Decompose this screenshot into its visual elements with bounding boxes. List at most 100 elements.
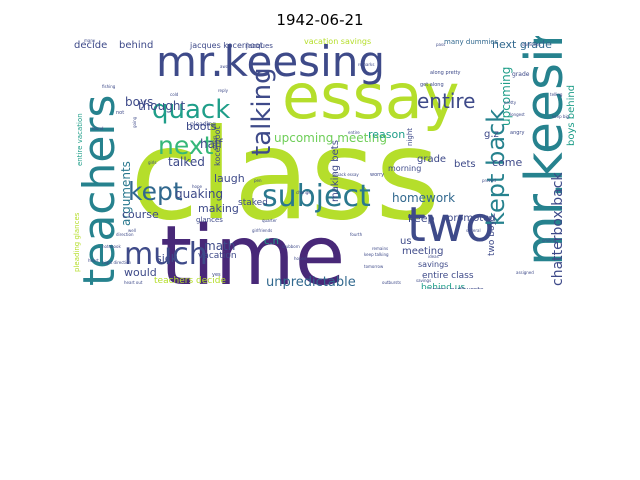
cloud-word-pretty: pretty bbox=[504, 100, 517, 105]
cloud-word-pleading-glances: pleading glances bbox=[73, 212, 81, 272]
cloud-word-chatterbox-back: chatterbox.back bbox=[550, 172, 566, 286]
cloud-word-two-boys: two boys bbox=[487, 215, 497, 256]
cloud-word-going: going bbox=[132, 116, 137, 128]
cloud-word-keep: keep bbox=[408, 212, 435, 225]
cloud-word-even: even bbox=[212, 135, 219, 150]
cloud-word-tomorrow: tomorrow bbox=[364, 264, 384, 269]
cloud-word-pen: pen bbox=[254, 178, 262, 183]
cloud-word-promoted: promoted bbox=[447, 213, 496, 224]
cloud-word-kept: kept bbox=[128, 177, 183, 206]
cloud-word-class: class bbox=[130, 103, 440, 248]
cloud-word-fishing: fishing bbox=[102, 84, 116, 89]
cloud-word-hope: hope bbox=[192, 184, 203, 189]
cloud-word-talking: talking bbox=[247, 67, 277, 156]
cloud-word-boys: boys bbox=[125, 95, 153, 109]
cloud-word-notebook: notebook bbox=[102, 244, 121, 249]
cloud-word-reason: reason bbox=[368, 128, 405, 141]
cloud-word-unpredictable: unpredictable bbox=[266, 275, 356, 289]
cloud-word-time: time bbox=[160, 209, 345, 289]
cloud-word-girlfriends: girlfriends bbox=[252, 228, 272, 233]
cloud-word-making-bets: making bets bbox=[330, 140, 341, 202]
cloud-word-talked: talked bbox=[168, 155, 205, 169]
cloud-word-stubborn: stubborn bbox=[282, 244, 300, 249]
cloud-word-change: change bbox=[296, 190, 311, 195]
cloud-word-course: course bbox=[122, 208, 159, 221]
cloud-word-cold: cold bbox=[170, 92, 179, 97]
cloud-word-quack: quack bbox=[152, 95, 230, 125]
cloud-word-direction: direction bbox=[116, 232, 134, 237]
cloud-word-behind: behind bbox=[119, 40, 153, 51]
cloud-word-morning: morning bbox=[388, 164, 421, 173]
cloud-word-would: would bbox=[124, 266, 157, 279]
cloud-word-remains: remains bbox=[372, 246, 388, 251]
cloud-word-half: half bbox=[200, 137, 223, 151]
cloud-word-assigned: assigned bbox=[516, 270, 534, 275]
cloud-word-kocernoot: kocernoot bbox=[213, 126, 222, 166]
cloud-word-entire: entire bbox=[348, 130, 360, 135]
cloud-word-quarter: quarter bbox=[262, 218, 277, 223]
cloud-word-several: several bbox=[466, 228, 481, 233]
cloud-word-behind-us: behind us bbox=[421, 283, 465, 289]
cloud-word-worry: worry bbox=[370, 172, 384, 178]
cloud-word-vacation: vacation bbox=[198, 251, 237, 261]
cloud-word-savings: savings bbox=[418, 260, 448, 269]
cloud-word-boots: boots bbox=[186, 120, 217, 133]
cloud-word-many-dummies: many dummies bbox=[444, 38, 499, 46]
cloud-word-laugh: laugh bbox=[214, 172, 245, 185]
cloud-word-jacques-kocernoot: jacques kocernoot bbox=[189, 41, 263, 50]
cloud-word-essay: essay bbox=[282, 60, 459, 133]
cloud-word-homework: homework bbox=[392, 191, 455, 205]
cloud-word-longest: longest bbox=[510, 112, 525, 117]
cloud-word-come: come bbox=[492, 156, 522, 169]
cloud-word-grade: grade bbox=[512, 71, 530, 78]
cloud-word-kept-back: kept back bbox=[482, 109, 510, 226]
cloud-word-girls: girls bbox=[148, 160, 157, 165]
cloud-word-upcoming: upcoming bbox=[499, 67, 513, 126]
cloud-word-outbursts: outbursts bbox=[382, 280, 401, 285]
cloud-word-keep-talking: keep talking bbox=[364, 252, 389, 257]
cloud-word-many: many bbox=[84, 38, 96, 43]
cloud-word-ideas: ideas bbox=[428, 254, 439, 259]
cloud-word-thought: thought bbox=[138, 99, 185, 113]
cloud-word-proved: proved bbox=[482, 178, 496, 183]
cloud-word-vacation-savings: vacation savings bbox=[304, 37, 371, 46]
cloud-word-heart: heart bbox=[88, 258, 99, 263]
cloud-word-bets: bets bbox=[454, 159, 476, 170]
cloud-word-us: us bbox=[400, 236, 412, 247]
cloud-word-upcoming-meeting: upcoming meeting bbox=[274, 131, 387, 145]
cloud-word-yes: yes bbox=[212, 272, 221, 278]
cloud-word-next: next bbox=[158, 131, 214, 160]
cloud-word-telling: telling bbox=[550, 92, 563, 97]
cloud-word-pass: pass bbox=[436, 42, 445, 47]
cloud-word-night-direction: night direction bbox=[102, 260, 132, 265]
cloud-word-jacques: jacques bbox=[245, 42, 273, 50]
cloud-word-entire-vacation: entire vacation bbox=[76, 113, 84, 166]
cloud-word-angry-outbursts: angry outbursts bbox=[428, 286, 484, 289]
cloud-word-mr-keesing: mr.keesing bbox=[515, 36, 575, 266]
cloud-word-subject: subject bbox=[262, 179, 371, 214]
cloud-word-mr-keesing: mr.keesing bbox=[156, 37, 385, 86]
cloud-word-keep-big: keep big bbox=[552, 114, 570, 119]
cloud-word-quack-essay: quack essay bbox=[334, 172, 359, 177]
cloud-word-found: found bbox=[92, 126, 104, 131]
cloud-word-pleading: pleading bbox=[190, 121, 216, 128]
cloud-word-meeting: meeting bbox=[402, 246, 443, 257]
cloud-word-decide: decide bbox=[74, 40, 107, 51]
cloud-word-boys-behind: boys behind bbox=[566, 85, 577, 146]
cloud-word-g-z: g.z bbox=[484, 129, 499, 140]
figure-title: 1942-06-21 bbox=[276, 11, 364, 29]
cloud-word-get-along: get along bbox=[420, 82, 444, 88]
cloud-word-staked: staked bbox=[238, 198, 268, 208]
cloud-word-glances: glances bbox=[196, 216, 223, 224]
cloud-word-math: math bbox=[204, 239, 235, 253]
cloud-word-teachers-decide: teachers decide bbox=[154, 276, 226, 286]
word-cloud: class time essay mr.keesing teachers mr.keesi… bbox=[72, 36, 578, 289]
cloud-word-along-pretty: along pretty bbox=[430, 70, 461, 76]
cloud-word-hoped: hoped bbox=[294, 256, 307, 261]
cloud-word-heart-out: heart out bbox=[124, 280, 143, 285]
cloud-word-teachers: teachers bbox=[74, 95, 125, 286]
cloud-word-c-n: c.n bbox=[264, 236, 279, 247]
cloud-word-smiling: smiling bbox=[542, 238, 557, 243]
cloud-word-fourth: fourth bbox=[350, 232, 363, 237]
cloud-word-making: making bbox=[198, 202, 239, 215]
